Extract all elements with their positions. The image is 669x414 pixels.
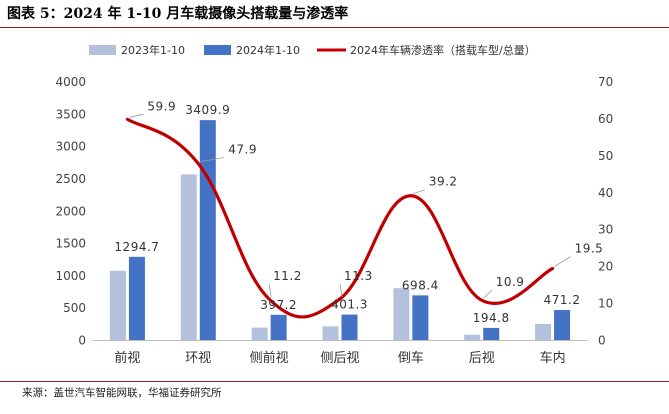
bar-2023: [322, 326, 339, 341]
x-tick-label: 后视: [469, 351, 495, 366]
legend-label-2023: 2023年1-10: [121, 43, 185, 57]
legend-swatch-2023: [89, 45, 116, 55]
x-tick-label: 倒车: [398, 350, 424, 366]
line-label-leader: [412, 189, 425, 195]
y2-tick-label: 60: [598, 112, 613, 126]
figure-title: 图表 5：2024 年 1-10 月车载摄像头搭载量与渗透率: [7, 6, 349, 22]
line-value-label: 59.9: [147, 99, 176, 113]
line-label-leader: [339, 283, 343, 297]
legend-label-2024: 2024年1-10: [236, 43, 300, 57]
y2-tick-label: 40: [598, 186, 613, 200]
line-value-label: 19.5: [575, 241, 604, 255]
x-tick-label: 车内: [540, 350, 566, 366]
line-value-label: 39.2: [429, 175, 458, 189]
y-tick-label: 1000: [55, 269, 86, 283]
y-tick-label: 0: [78, 334, 86, 348]
title-rule: [0, 27, 669, 28]
line-value-label: 47.9: [228, 143, 257, 157]
bar-2024: [199, 120, 216, 341]
source-note: 来源：盖世汽车智能网联，华福证券研究所: [22, 387, 222, 399]
x-tick-label: 前视: [114, 350, 140, 366]
bar-2024: [270, 314, 287, 341]
legend-label-penetration: 2024年车辆渗透率（搭载车型/总量）: [350, 43, 536, 57]
bar-value-label: 397.2: [260, 298, 297, 312]
y-tick-label: 2000: [55, 204, 86, 218]
line-value-label: 10.9: [496, 275, 525, 289]
bar-2024: [483, 327, 500, 341]
y2-tick-label: 50: [598, 149, 613, 163]
line-label-leader: [200, 157, 225, 163]
bar-2024: [128, 256, 145, 341]
y-tick-label: 1500: [55, 237, 86, 251]
y2-tick-label: 10: [598, 297, 613, 311]
x-tick-label: 侧前视: [250, 350, 289, 366]
bar-value-label: 3409.9: [185, 103, 230, 117]
line-value-label: 11.3: [344, 269, 373, 283]
line-value-label: 11.2: [273, 269, 302, 283]
source-rule: [0, 381, 669, 382]
bar-2023: [393, 288, 410, 341]
y2-tick-label: 70: [598, 75, 613, 89]
legend-swatch-2024: [204, 45, 231, 55]
y2-tick-label: 30: [598, 223, 613, 237]
line-label-leader: [268, 284, 272, 298]
bar-value-label: 401.3: [331, 298, 368, 312]
bar-value-label: 1294.7: [114, 240, 159, 254]
penetration-line: [125, 117, 555, 319]
y-tick-label: 3500: [55, 107, 86, 121]
line-label-leader: [554, 256, 571, 267]
bar-2023: [535, 324, 552, 341]
y2-tick-label: 20: [598, 260, 613, 274]
bar-2023: [464, 334, 481, 341]
y-tick-label: 2500: [55, 172, 86, 186]
x-tick-label: 环视: [185, 351, 211, 366]
y2-tick-label: 0: [598, 334, 606, 348]
bar-2023: [180, 174, 197, 341]
y-tick-label: 500: [63, 301, 86, 315]
bar-value-label: 471.2: [544, 293, 581, 307]
bar-2024: [554, 310, 571, 341]
bar-value-label: 698.4: [402, 278, 439, 292]
bar-2023: [109, 270, 126, 341]
y-tick-label: 4000: [55, 75, 86, 89]
bar-2024: [341, 314, 358, 341]
bar-value-label: 194.8: [473, 311, 510, 325]
line-label-leader: [483, 289, 492, 299]
x-tick-label: 侧后视: [320, 351, 359, 366]
y-tick-label: 3000: [55, 140, 86, 154]
line-label-leader: [129, 113, 144, 118]
bar-2024: [412, 295, 429, 341]
bar-2023: [251, 327, 268, 341]
